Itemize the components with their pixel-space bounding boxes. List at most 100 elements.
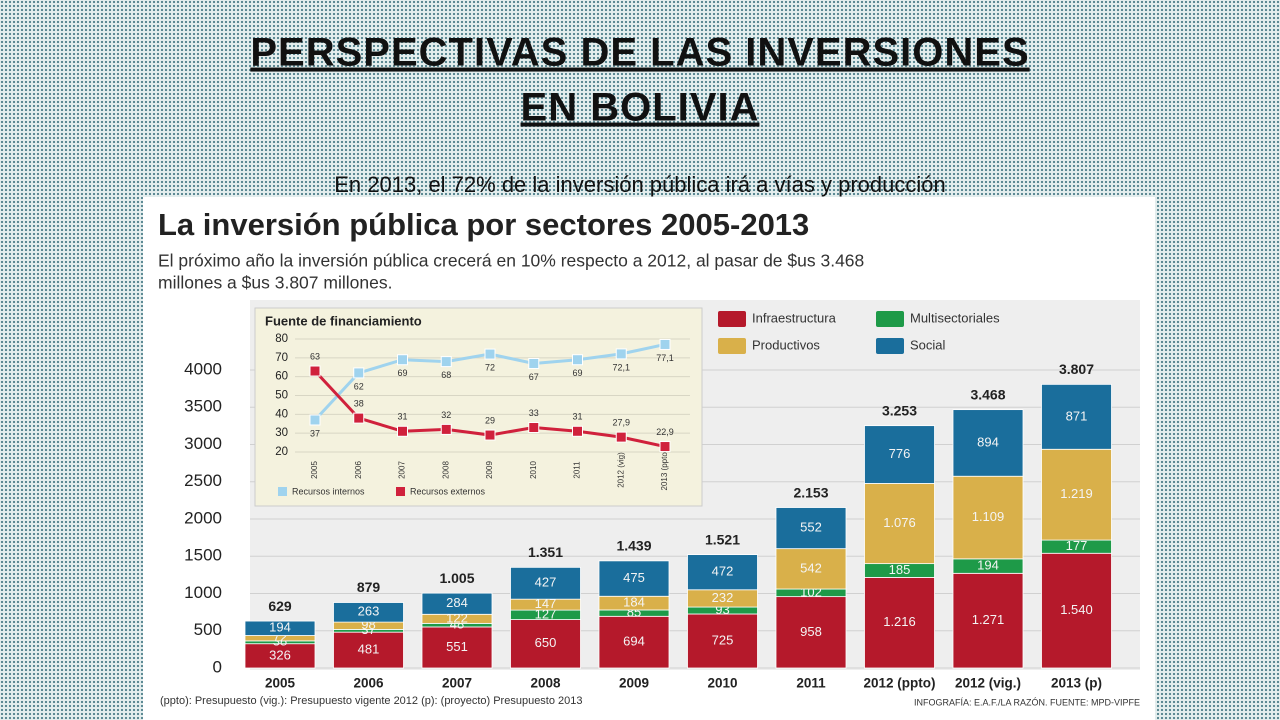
inset-y-tick-label: 30 bbox=[275, 427, 288, 439]
bar-segment bbox=[687, 554, 758, 591]
legend-label: Infraestructura bbox=[752, 310, 837, 325]
inset-value-label: 69 bbox=[397, 368, 407, 378]
bar-segment bbox=[333, 602, 404, 623]
inset-value-label: 72,1 bbox=[612, 362, 630, 372]
inset-legend-swatch bbox=[396, 487, 405, 496]
inset-y-tick-label: 20 bbox=[275, 446, 288, 458]
bar-segment bbox=[1041, 552, 1112, 669]
x-tick-label: 2010 bbox=[707, 676, 737, 691]
bar-value-label: 472 bbox=[712, 564, 734, 579]
inset-point bbox=[659, 338, 671, 350]
inset-value-label: 77,1 bbox=[656, 353, 674, 363]
legend-swatch bbox=[876, 311, 904, 327]
bar-total-label: 1.005 bbox=[439, 570, 474, 586]
inset-x-tick-label: 2008 bbox=[441, 461, 450, 479]
inset-y-tick-label: 80 bbox=[275, 333, 288, 345]
credit: INFOGRAFÍA: E.A.F./LA RAZÓN. FUENTE: MPD… bbox=[914, 697, 1140, 707]
y-tick-label: 4000 bbox=[184, 359, 222, 378]
inset-legend-label: Recursos externos bbox=[410, 486, 486, 496]
bar-value-label: 694 bbox=[623, 634, 645, 649]
inset-title: Fuente de financiamiento bbox=[265, 313, 422, 328]
inset-point bbox=[572, 425, 583, 437]
bar-value-label: 650 bbox=[535, 635, 557, 650]
y-tick-label: 2000 bbox=[184, 508, 222, 527]
bar-value-label: 427 bbox=[535, 575, 557, 590]
bar-segment bbox=[1041, 383, 1112, 450]
bar-value-label: 284 bbox=[446, 595, 468, 610]
bar-segment bbox=[775, 507, 847, 550]
legend-swatch bbox=[718, 338, 746, 354]
bar-value-label: 776 bbox=[889, 446, 911, 461]
bar-value-label: 475 bbox=[623, 570, 645, 585]
bar-value-label: 894 bbox=[977, 434, 999, 449]
inset-value-label: 31 bbox=[572, 412, 582, 422]
inset-point bbox=[309, 414, 321, 426]
y-tick-label: 1500 bbox=[184, 546, 222, 565]
bar-value-label: 1.219 bbox=[1060, 486, 1093, 501]
inset-value-label: 22,9 bbox=[656, 427, 674, 437]
x-tick-label: 2011 bbox=[796, 676, 826, 691]
inset-y-tick-label: 50 bbox=[275, 390, 288, 402]
inset-point bbox=[528, 422, 540, 434]
bar-value-label: 871 bbox=[1066, 408, 1088, 423]
bar-segment bbox=[687, 613, 758, 669]
bar-total-label: 879 bbox=[357, 579, 381, 595]
legend-swatch bbox=[718, 311, 746, 327]
bar-value-label: 194 bbox=[977, 558, 999, 573]
inset-value-label: 38 bbox=[354, 398, 364, 408]
footnote: (ppto): Presupuesto (vig.): Presupuesto … bbox=[160, 695, 583, 707]
inset-point bbox=[572, 354, 583, 366]
bar-value-label: 481 bbox=[358, 642, 380, 657]
x-tick-label: 2013 (p) bbox=[1051, 676, 1102, 691]
inset-point bbox=[440, 356, 452, 368]
inset-value-label: 68 bbox=[441, 370, 451, 380]
inset-legend-swatch bbox=[278, 487, 287, 496]
slide-subtitle: En 2013, el 72% de la inversión pública … bbox=[334, 172, 945, 197]
bar-value-label: 1.540 bbox=[1060, 602, 1093, 617]
inset-x-tick-label: 2009 bbox=[485, 461, 494, 479]
inset-value-label: 29 bbox=[485, 415, 495, 425]
y-tick-label: 1000 bbox=[184, 583, 222, 602]
inset-point bbox=[659, 441, 671, 453]
inset-x-tick-label: 2012 (vig) bbox=[616, 452, 625, 488]
bar-value-label: 1.109 bbox=[972, 509, 1005, 524]
inset-point bbox=[484, 348, 496, 360]
inset-legend-label: Recursos internos bbox=[292, 486, 365, 496]
x-tick-label: 2009 bbox=[619, 676, 649, 691]
bar-value-label: 147 bbox=[535, 596, 557, 611]
y-tick-label: 3500 bbox=[184, 397, 222, 416]
bar-segment bbox=[510, 566, 581, 600]
x-tick-label: 2006 bbox=[353, 676, 384, 691]
bar-value-label: 1.216 bbox=[883, 614, 916, 629]
inset-value-label: 62 bbox=[354, 381, 364, 391]
inset-value-label: 69 bbox=[572, 368, 582, 378]
bar-value-label: 184 bbox=[623, 595, 645, 610]
inset-point bbox=[528, 357, 540, 369]
inset-x-tick-label: 2011 bbox=[573, 461, 582, 479]
bar-value-label: 326 bbox=[269, 647, 291, 662]
inset-x-tick-label: 2005 bbox=[310, 461, 319, 479]
bar-segment bbox=[244, 643, 316, 669]
inset-x-tick-label: 2007 bbox=[398, 461, 407, 479]
inset-y-tick-label: 40 bbox=[275, 408, 288, 420]
inset-background bbox=[254, 307, 703, 507]
inset-x-tick-label: 2013 (ppto) bbox=[660, 449, 669, 490]
inset-y-tick-label: 60 bbox=[275, 371, 288, 383]
x-tick-label: 2008 bbox=[530, 676, 561, 691]
bar-total-label: 1.351 bbox=[528, 544, 563, 560]
bar-value-label: 185 bbox=[889, 562, 911, 577]
inset-value-label: 37 bbox=[310, 428, 320, 438]
bar-segment bbox=[952, 409, 1024, 477]
bar-segment bbox=[598, 560, 670, 597]
bar-total-label: 3.468 bbox=[970, 386, 1005, 402]
bar-value-label: 194 bbox=[269, 620, 291, 635]
legend-swatch bbox=[876, 338, 904, 354]
inset-value-label: 31 bbox=[397, 412, 407, 422]
inset-point bbox=[397, 354, 408, 366]
inset-point bbox=[440, 423, 452, 435]
x-tick-label: 2005 bbox=[265, 676, 296, 691]
inset-x-tick-label: 2010 bbox=[529, 461, 538, 479]
bar-value-label: 551 bbox=[446, 639, 468, 654]
